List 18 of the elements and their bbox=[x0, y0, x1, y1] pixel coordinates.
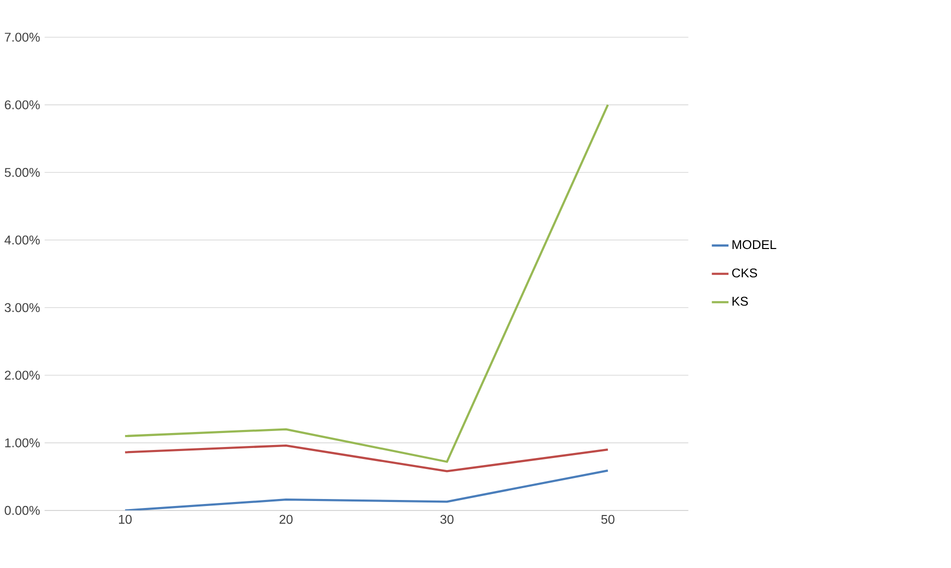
y-tick-label: 6.00% bbox=[4, 100, 40, 110]
line-series bbox=[124, 469, 609, 510]
line-series bbox=[124, 104, 609, 463]
y-tick-label: 2.00% bbox=[4, 370, 40, 380]
y-tick-label: 4.00% bbox=[4, 235, 40, 244]
x-tick-label: 20 bbox=[280, 514, 293, 524]
y-tick-label: 3.00% bbox=[4, 303, 40, 312]
x-tick-label: 30 bbox=[440, 514, 454, 524]
x-tick-label: 50 bbox=[601, 514, 614, 524]
y-tick-label: 0.00% bbox=[4, 506, 40, 515]
line-series bbox=[124, 444, 609, 472]
y-tick-label: 7.00% bbox=[4, 32, 40, 42]
legend-label: CKS bbox=[732, 268, 758, 278]
x-tick-label: 10 bbox=[119, 514, 132, 524]
y-tick-label: 1.00% bbox=[5, 438, 40, 448]
legend-label: KS bbox=[732, 296, 748, 306]
y-tick-label: 5.00% bbox=[4, 168, 40, 177]
legend-label: MODEL bbox=[732, 240, 776, 249]
